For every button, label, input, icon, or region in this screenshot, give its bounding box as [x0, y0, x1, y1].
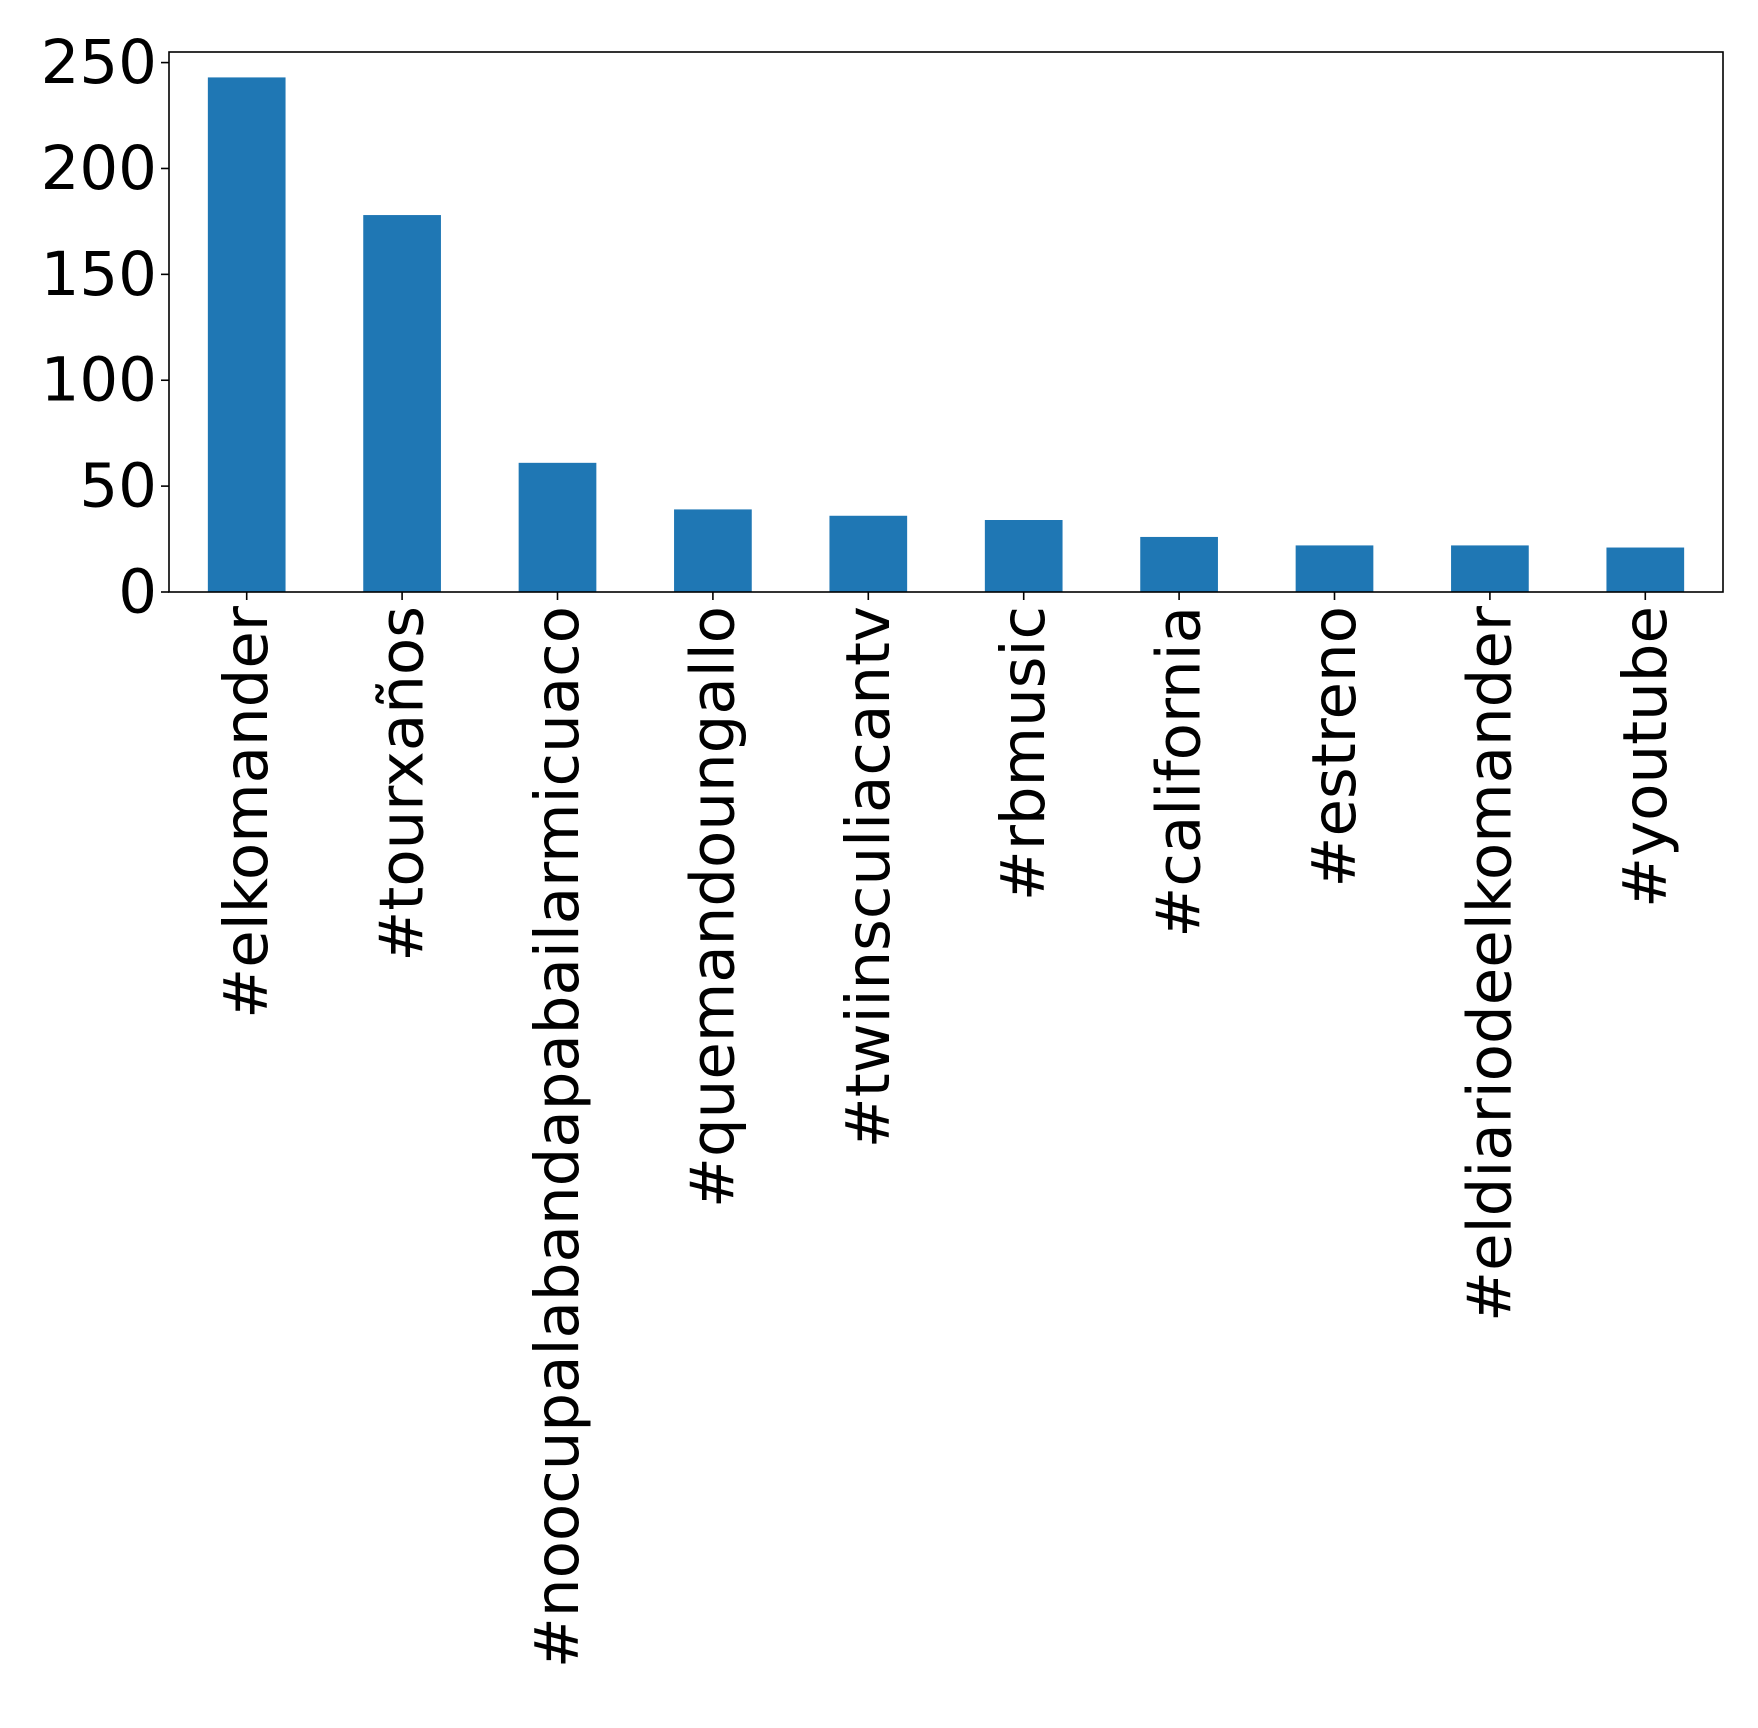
plot-frame — [168, 51, 1724, 593]
bar-0 — [207, 77, 286, 593]
bar-6 — [1140, 536, 1218, 592]
x-tick-label: #youtube — [1610, 606, 1681, 908]
x-tick-label: #noocupalabandapabailarmicuaco — [522, 606, 593, 1668]
x-tick-label: #rbmusic — [988, 606, 1059, 901]
bar-7 — [1295, 545, 1374, 592]
x-tick-label: #twiinsculiacantv — [833, 606, 904, 1148]
x-tick-label: #elkomander — [211, 605, 282, 1019]
y-tick-label: 50 — [79, 451, 157, 522]
bar-4 — [829, 515, 908, 592]
x-tick-label: #california — [1144, 606, 1215, 938]
bar-3 — [674, 509, 752, 592]
x-axis: #elkomander #tourxaños #noocupalabandapaba… — [211, 592, 1681, 1668]
bars-group — [207, 77, 1685, 593]
y-tick-label: 0 — [118, 557, 157, 628]
bar-1 — [363, 215, 441, 592]
y-axis: 0 50 100 150 200 250 — [41, 27, 169, 628]
x-tick-label: #quemandoungallo — [677, 606, 748, 1208]
y-tick-label: 150 — [41, 239, 157, 310]
bar-9 — [1606, 547, 1685, 592]
x-tick-label: #tourxaños — [367, 606, 438, 962]
x-tick-label: #estreno — [1299, 606, 1370, 888]
bar-2 — [518, 462, 597, 592]
y-tick-label: 200 — [41, 133, 157, 204]
y-tick-label: 100 — [41, 345, 157, 416]
y-tick-label: 250 — [41, 27, 157, 98]
x-tick-label: #eldiariodeelkomander — [1454, 605, 1525, 1322]
bar-5 — [984, 520, 1063, 592]
bar-8 — [1451, 545, 1529, 592]
